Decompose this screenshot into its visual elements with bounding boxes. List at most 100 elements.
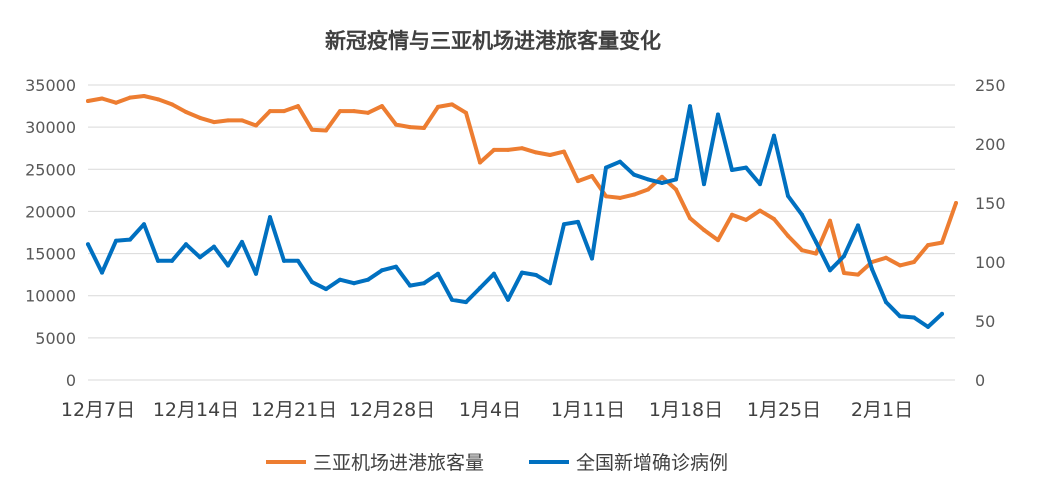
passenger-data-point xyxy=(478,160,482,165)
case-data-point xyxy=(422,281,426,286)
passenger-data-point xyxy=(534,150,538,155)
case-data-point xyxy=(842,254,846,259)
case-data-point xyxy=(268,215,272,220)
passenger-data-point xyxy=(226,118,230,123)
right-tick-label: 250 xyxy=(975,76,1006,95)
case-data-point xyxy=(212,244,216,249)
right-tick-label: 150 xyxy=(975,194,1006,213)
case-data-point xyxy=(128,237,132,242)
case-data-point xyxy=(142,222,146,227)
passenger-data-point xyxy=(114,100,118,105)
x-tick-label: 1月25日 xyxy=(747,399,821,421)
case-data-point xyxy=(660,180,664,185)
passenger-data-point xyxy=(884,255,888,260)
gridlines xyxy=(88,84,955,381)
passenger-data-point xyxy=(730,212,734,217)
passenger-data-point xyxy=(576,179,580,184)
passenger-data-point xyxy=(128,95,132,100)
case-data-point xyxy=(646,177,650,182)
case-data-point xyxy=(114,238,118,243)
passenger-data-point xyxy=(688,216,692,221)
passenger-data-point xyxy=(380,104,384,109)
passenger-data-point xyxy=(310,127,314,132)
case-data-point xyxy=(632,172,636,177)
case-data-point xyxy=(254,271,258,276)
passenger-data-point xyxy=(898,263,902,268)
passenger-data-point xyxy=(352,109,356,114)
passenger-data-point xyxy=(142,93,146,98)
passenger-data-point xyxy=(800,248,804,253)
right-tick-label: 200 xyxy=(975,135,1006,154)
series-line-cases xyxy=(86,104,944,329)
passenger-data-point xyxy=(702,227,706,232)
case-data-point xyxy=(800,212,804,217)
case-data-point xyxy=(702,182,706,187)
left-tick-label: 0 xyxy=(66,371,76,390)
left-tick-label: 20000 xyxy=(25,202,76,221)
passenger-points xyxy=(86,93,958,277)
passenger-data-point xyxy=(324,128,328,133)
case-data-point xyxy=(380,268,384,273)
passenger-data-point xyxy=(282,109,286,114)
passenger-data-point xyxy=(758,208,762,213)
case-points xyxy=(86,104,944,329)
case-data-point xyxy=(366,277,370,282)
case-data-point xyxy=(324,287,328,292)
case-data-point xyxy=(296,258,300,263)
passenger-data-point xyxy=(562,149,566,154)
left-tick-label: 35000 xyxy=(25,76,76,95)
chart-title: 新冠疫情与三亚机场进港旅客量变化 xyxy=(325,29,661,53)
legend-label-passengers: 三亚机场进港旅客量 xyxy=(313,452,484,474)
case-data-point xyxy=(394,264,398,269)
case-data-point xyxy=(758,182,762,187)
x-tick-label: 1月18日 xyxy=(649,399,723,421)
passenger-data-point xyxy=(926,243,930,248)
passenger-data-point xyxy=(520,146,524,151)
passenger-data-point xyxy=(450,102,454,107)
case-data-point xyxy=(898,314,902,319)
case-data-point xyxy=(884,300,888,305)
left-y-axis: 0 5000 10000 15000 20000 25000 30000 35000 xyxy=(25,76,76,390)
case-data-point xyxy=(352,281,356,286)
case-data-point xyxy=(618,159,622,164)
left-tick-label: 5000 xyxy=(35,329,76,348)
case-data-point xyxy=(156,258,160,263)
case-data-point xyxy=(828,268,832,273)
plot-area xyxy=(86,93,958,329)
passenger-data-point xyxy=(744,217,748,222)
case-data-point xyxy=(688,104,692,109)
passenger-data-point xyxy=(548,152,552,157)
case-data-point xyxy=(86,242,90,247)
case-data-point xyxy=(240,239,244,244)
case-data-point xyxy=(492,271,496,276)
case-data-point xyxy=(436,271,440,276)
passenger-data-point xyxy=(464,110,468,115)
case-data-point xyxy=(548,281,552,286)
case-data-point xyxy=(520,270,524,275)
right-tick-label: 0 xyxy=(975,371,985,390)
case-data-point xyxy=(338,277,342,282)
x-axis: 12月7日 12月14日 12月21日 12月28日 1月4日 1月11日 1月18日 1月2… xyxy=(61,399,913,421)
case-data-point xyxy=(450,297,454,302)
right-tick-label: 50 xyxy=(975,312,995,331)
passenger-data-point xyxy=(254,123,258,128)
case-data-point xyxy=(226,263,230,268)
passenger-data-point xyxy=(86,99,90,104)
passenger-data-point xyxy=(338,109,342,114)
passenger-data-point xyxy=(674,187,678,192)
passenger-data-point xyxy=(156,97,160,102)
case-data-point xyxy=(926,324,930,329)
passenger-data-point xyxy=(660,174,664,179)
right-tick-label: 100 xyxy=(975,253,1006,272)
passenger-data-point xyxy=(772,217,776,222)
legend-label-cases: 全国新增确诊病例 xyxy=(576,452,728,474)
left-tick-label: 10000 xyxy=(25,287,76,306)
passenger-data-point xyxy=(856,272,860,277)
case-data-point xyxy=(604,165,608,170)
passenger-data-point xyxy=(506,147,510,152)
passenger-data-point xyxy=(646,187,650,192)
left-tick-label: 15000 xyxy=(25,245,76,264)
case-data-point xyxy=(562,222,566,227)
case-data-point xyxy=(730,167,734,172)
